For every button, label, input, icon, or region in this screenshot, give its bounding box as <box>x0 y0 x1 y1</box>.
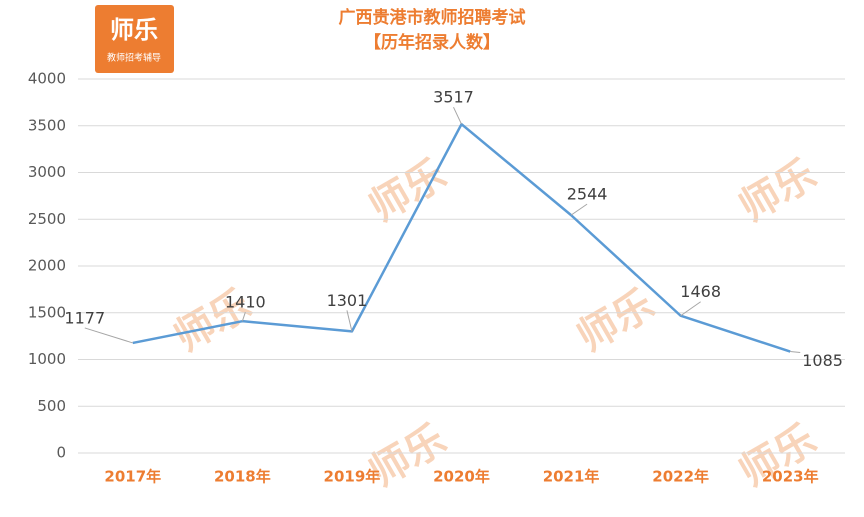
x-tick-label: 2020年 <box>433 468 490 486</box>
logo-text: 师乐 <box>110 16 158 44</box>
y-tick-label: 0 <box>56 444 66 462</box>
data-label: 1177 <box>64 308 105 327</box>
chart-subtitle: 【历年招录人数】 <box>364 32 500 53</box>
y-tick-label: 1000 <box>28 350 66 368</box>
y-tick-label: 3500 <box>28 116 66 134</box>
data-label: 2544 <box>567 185 608 204</box>
leader-line <box>453 106 462 125</box>
y-tick-label: 4000 <box>28 70 66 88</box>
chart-title: 广西贵港市教师招聘考试 <box>339 7 526 28</box>
y-tick-label: 2000 <box>28 257 66 275</box>
y-tick-label: 3000 <box>28 163 66 181</box>
leader-line <box>84 327 133 344</box>
data-label: 1085 <box>802 351 843 370</box>
logo-subtext: 教师招考辅导 <box>107 52 161 64</box>
data-label: 3517 <box>433 88 474 107</box>
y-tick-label: 1500 <box>28 303 66 321</box>
watermark: 师乐 <box>570 281 662 361</box>
leader-line <box>241 312 246 322</box>
x-tick-label: 2018年 <box>214 468 271 486</box>
x-tick-label: 2021年 <box>543 468 600 486</box>
x-tick-label: 2022年 <box>652 468 709 486</box>
data-label: 1468 <box>680 282 721 301</box>
leader-line <box>346 310 353 332</box>
x-tick-label: 2017年 <box>104 468 161 486</box>
x-tick-label: 2019年 <box>324 468 381 486</box>
logo: 师乐 教师招考辅导 <box>95 5 174 73</box>
y-tick-label: 500 <box>37 397 66 415</box>
x-tick-label: 2023年 <box>762 468 819 486</box>
leader-line <box>790 351 801 354</box>
data-label: 1410 <box>225 293 266 312</box>
y-tick-label: 2500 <box>28 210 66 228</box>
plot-area: 0 500 1000 1500 2000 2500 3000 3500 4000 2017年 201… <box>28 70 845 486</box>
data-label: 1301 <box>327 291 368 310</box>
leader-line <box>680 301 701 317</box>
leader-line <box>570 203 588 216</box>
logo-box <box>95 5 174 73</box>
